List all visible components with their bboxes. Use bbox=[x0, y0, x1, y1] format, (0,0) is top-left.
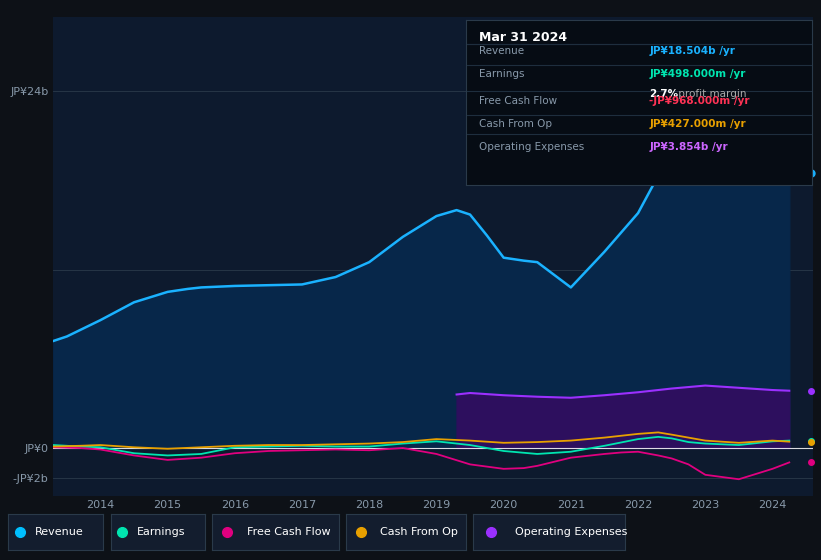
Text: Revenue: Revenue bbox=[34, 527, 84, 536]
Text: -JP¥968.000m /yr: -JP¥968.000m /yr bbox=[649, 96, 750, 106]
Text: Free Cash Flow: Free Cash Flow bbox=[479, 96, 557, 106]
Text: JP¥498.000m /yr: JP¥498.000m /yr bbox=[649, 69, 745, 79]
Text: JP¥3.854b /yr: JP¥3.854b /yr bbox=[649, 142, 727, 152]
Text: Cash From Op: Cash From Op bbox=[479, 119, 553, 129]
Text: 2.7%: 2.7% bbox=[649, 89, 678, 99]
Text: Free Cash Flow: Free Cash Flow bbox=[247, 527, 331, 536]
Text: Earnings: Earnings bbox=[479, 69, 525, 79]
Text: Operating Expenses: Operating Expenses bbox=[479, 142, 585, 152]
Text: JP¥427.000m /yr: JP¥427.000m /yr bbox=[649, 119, 745, 129]
Text: Revenue: Revenue bbox=[479, 46, 525, 56]
Text: Operating Expenses: Operating Expenses bbox=[516, 527, 628, 536]
Text: Mar 31 2024: Mar 31 2024 bbox=[479, 31, 567, 44]
Text: Cash From Op: Cash From Op bbox=[380, 527, 457, 536]
Text: profit margin: profit margin bbox=[675, 89, 746, 99]
Text: JP¥18.504b /yr: JP¥18.504b /yr bbox=[649, 46, 735, 56]
Text: Earnings: Earnings bbox=[137, 527, 186, 536]
